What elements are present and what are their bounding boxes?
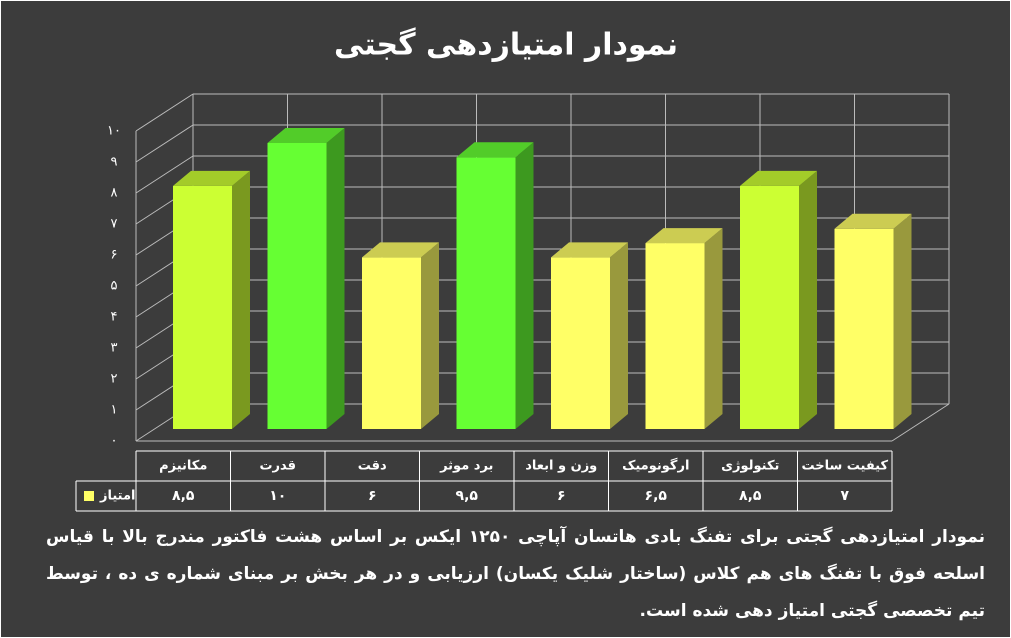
bar-side <box>232 170 250 429</box>
x-tick-label: کیفیت ساخت <box>801 459 888 474</box>
floor-edge <box>891 403 950 442</box>
bar-top <box>834 213 912 229</box>
y-tick-label: ۴ <box>111 310 118 325</box>
y-tick-label: ۷ <box>111 217 118 232</box>
bar <box>834 228 894 429</box>
bar-side <box>610 242 628 429</box>
bar-side <box>704 228 723 429</box>
y-tick-label: ۲ <box>111 372 118 387</box>
bar-top <box>267 128 345 143</box>
value-label: ۸,۵ <box>739 488 762 504</box>
y-tick-label: ۶ <box>111 248 118 263</box>
bar <box>173 185 232 429</box>
bar <box>740 185 799 429</box>
bar <box>645 243 705 429</box>
bar-side <box>799 170 817 429</box>
grid-line <box>135 124 194 163</box>
bar <box>267 143 327 429</box>
y-tick-label: ۸ <box>111 186 118 201</box>
bar-side <box>515 142 534 430</box>
value-label: ۷ <box>840 488 849 504</box>
bar <box>456 157 516 430</box>
legend-label: امتیاز <box>99 489 135 504</box>
bar-side <box>893 213 912 429</box>
bar-top <box>362 242 439 258</box>
x-tick-label: وزن و ابعاد <box>525 459 597 474</box>
grid-line <box>135 155 194 194</box>
grid-line <box>135 93 194 132</box>
bar-top <box>551 242 628 258</box>
x-tick-label: مکانیزم <box>159 459 207 474</box>
y-tick-label: ۰ <box>111 434 118 449</box>
x-tick-label: برد موثر <box>439 459 493 474</box>
value-label: ۶ <box>368 488 377 504</box>
bar-side <box>326 128 345 429</box>
x-tick-label: دقت <box>358 459 387 474</box>
bar <box>551 257 610 429</box>
chart-title: نمودار امتیازدهی گجتی <box>334 27 678 63</box>
value-label: ۶ <box>557 488 566 504</box>
bar-top <box>456 142 534 158</box>
value-label: ۸,۵ <box>172 488 195 504</box>
legend-swatch <box>84 491 94 501</box>
x-tick-label: قدرت <box>259 459 296 474</box>
value-label: ۱۰ <box>269 488 286 504</box>
y-tick-label: ۱۰ <box>107 124 121 139</box>
bar-top <box>740 170 817 186</box>
y-tick-label: ۳ <box>111 341 118 356</box>
x-tick-label: ارگونومیک <box>622 458 689 474</box>
y-tick-label: ۱ <box>111 403 118 418</box>
bar <box>362 257 421 429</box>
value-label: ۹,۵ <box>456 488 479 504</box>
caption: نمودار امتیازدهی گجتی برای تفنگ بادی هات… <box>46 527 985 621</box>
bar-top <box>645 228 723 244</box>
bar-top <box>173 170 250 186</box>
x-tick-label: تکنولوژی <box>721 459 779 474</box>
value-label: ۶,۵ <box>645 488 668 504</box>
y-tick-label: ۵ <box>111 279 118 294</box>
bar-side <box>421 242 439 429</box>
y-tick-label: ۹ <box>111 155 118 170</box>
